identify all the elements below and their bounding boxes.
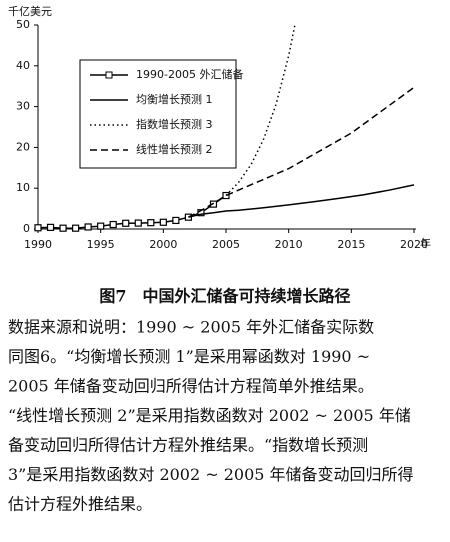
y-tick-label: 30 bbox=[16, 100, 30, 113]
legend-label: 线性增长预测 2 bbox=[136, 142, 213, 156]
point-marker bbox=[71, 224, 80, 232]
x-tick-label: 2000 bbox=[149, 238, 177, 251]
caption-line: 2005 年储备变动回归所得估计方程简单外推结果。 bbox=[8, 377, 374, 396]
x-tick-label: 2005 bbox=[212, 238, 240, 251]
caption-line: “线性增长预测 2”是采用指数函数对 2002 ~ 2005 年储 bbox=[8, 406, 411, 425]
legend-label: 1990-2005 外汇储备 bbox=[136, 67, 243, 81]
point-marker bbox=[134, 219, 142, 227]
y-axis-label: 千亿美元 bbox=[8, 5, 52, 18]
point-marker bbox=[59, 224, 67, 232]
point-marker bbox=[109, 220, 117, 229]
x-tick-label: 2010 bbox=[275, 238, 303, 251]
point-marker bbox=[159, 218, 167, 226]
caption-line: 同图6。“均衡增长预测 1”是采用幂函数对 1990 ~ bbox=[8, 347, 370, 366]
x-tick-label: 2015 bbox=[337, 238, 365, 251]
series-line bbox=[37, 194, 227, 229]
y-tick-label: 50 bbox=[16, 18, 30, 31]
y-tick-label: 40 bbox=[16, 59, 30, 72]
x-tick-label: 1995 bbox=[87, 238, 115, 251]
series-line bbox=[225, 24, 296, 197]
x-tick-label: 1990 bbox=[24, 238, 52, 251]
point-marker bbox=[34, 224, 42, 232]
series-line bbox=[188, 184, 415, 218]
y-tick-label: 20 bbox=[16, 140, 30, 153]
point-marker bbox=[84, 223, 92, 231]
y-tick-label: 0 bbox=[23, 222, 30, 235]
point-marker bbox=[46, 223, 55, 231]
point-marker bbox=[222, 191, 230, 200]
point-marker bbox=[97, 222, 105, 230]
point-marker bbox=[172, 216, 180, 225]
caption-title: 图7 中国外汇储备可持续增长路径 bbox=[99, 287, 350, 306]
caption-line: 估计方程外推结果。 bbox=[8, 495, 152, 514]
caption-line: 3”是采用指数函数对 2002 ~ 2005 年储备变动回归所得 bbox=[8, 465, 414, 484]
legend-label: 均衡增长预测 1 bbox=[136, 92, 213, 106]
point-marker bbox=[122, 219, 130, 227]
x-axis-label: 年 bbox=[420, 236, 431, 250]
caption-line: 数据来源和说明：1990 ~ 2005 年外汇储备实际数 bbox=[8, 318, 374, 337]
series-line bbox=[188, 86, 415, 218]
point-marker bbox=[147, 219, 155, 227]
legend-label: 指数增长预测 3 bbox=[136, 117, 213, 131]
legend-marker bbox=[105, 71, 113, 79]
caption-line: 备变动回归所得估计方程外推结果。“指数增长预测 bbox=[8, 436, 368, 455]
y-tick-label: 10 bbox=[16, 181, 30, 194]
point-marker bbox=[197, 209, 205, 217]
x-tick-label: 2020 bbox=[400, 238, 428, 251]
